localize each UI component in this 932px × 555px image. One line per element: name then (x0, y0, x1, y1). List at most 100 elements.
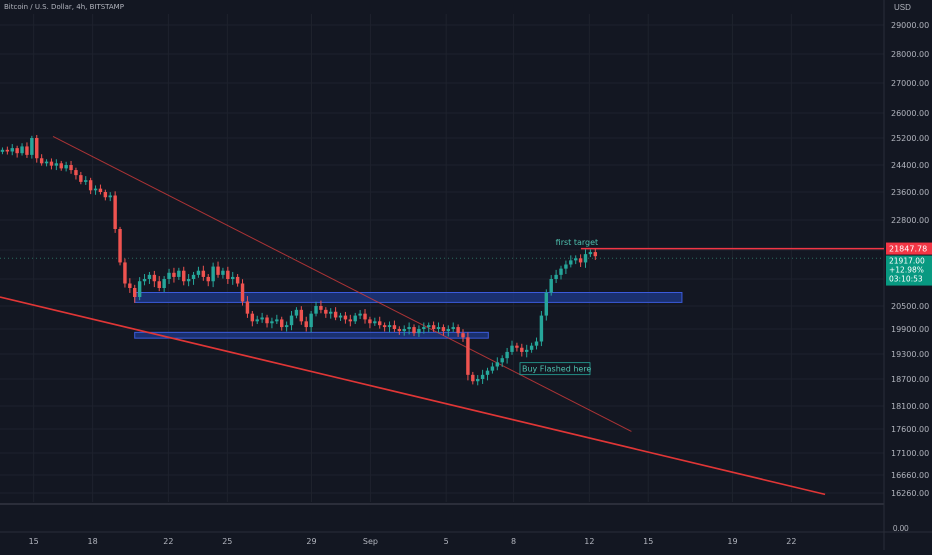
candle-107[interactable] (524, 344, 529, 358)
candle-82[interactable] (402, 325, 406, 336)
candle-44[interactable] (216, 261, 220, 278)
candle-121[interactable] (593, 248, 598, 260)
candle-35[interactable] (172, 267, 176, 283)
candle-11[interactable] (54, 159, 59, 171)
candle-88[interactable] (431, 321, 436, 332)
candle-33[interactable] (162, 276, 166, 293)
candle-1[interactable] (5, 146, 10, 155)
candle-72[interactable] (353, 312, 357, 325)
candle-41[interactable] (201, 265, 206, 281)
candle-98[interactable] (480, 369, 485, 384)
candle-48[interactable] (235, 274, 240, 287)
candle-55[interactable] (270, 317, 274, 329)
candle-103[interactable] (505, 347, 509, 364)
candle-19[interactable] (93, 185, 98, 195)
candle-9[interactable] (44, 159, 49, 167)
candle-75[interactable] (368, 316, 372, 329)
candle-36[interactable] (177, 267, 181, 280)
candle-24[interactable] (118, 226, 122, 266)
candle-74[interactable] (363, 309, 367, 324)
candle-23[interactable] (113, 191, 117, 233)
candle-66[interactable] (324, 307, 328, 318)
candle-77[interactable] (378, 316, 382, 329)
candle-87[interactable] (427, 322, 431, 333)
candle-106[interactable] (520, 343, 524, 357)
candle-101[interactable] (495, 357, 500, 371)
candle-111[interactable] (544, 289, 549, 321)
candle-79[interactable] (387, 321, 392, 333)
candle-102[interactable] (500, 355, 504, 367)
candle-12[interactable] (59, 160, 63, 171)
candle-13[interactable] (64, 161, 68, 172)
candle-8[interactable] (39, 154, 44, 166)
candle-56[interactable] (275, 314, 279, 325)
candle-40[interactable] (196, 266, 201, 278)
candle-29[interactable] (142, 274, 147, 286)
candle-114[interactable] (559, 265, 563, 280)
candle-5[interactable] (25, 142, 29, 158)
candle-37[interactable] (182, 266, 186, 286)
candle-58[interactable] (284, 321, 289, 332)
annotation-0[interactable]: first target (556, 238, 599, 247)
candle-52[interactable] (255, 315, 259, 325)
candle-62[interactable] (304, 316, 308, 332)
support-zone-0[interactable] (134, 292, 683, 303)
candle-59[interactable] (289, 310, 294, 331)
candle-85[interactable] (417, 325, 421, 337)
candle-54[interactable] (265, 314, 269, 328)
downtrend-line[interactable] (52, 135, 632, 432)
candle-95[interactable] (466, 332, 470, 381)
candle-73[interactable] (358, 310, 362, 320)
candle-86[interactable] (422, 322, 426, 334)
candle-113[interactable] (554, 269, 558, 284)
candle-2[interactable] (10, 144, 14, 156)
candle-89[interactable] (436, 322, 441, 333)
candle-84[interactable] (412, 324, 416, 337)
candle-10[interactable] (49, 158, 54, 170)
candle-65[interactable] (319, 300, 323, 314)
candle-116[interactable] (569, 255, 573, 268)
candle-42[interactable] (206, 274, 210, 287)
candle-118[interactable] (578, 254, 583, 267)
candle-61[interactable] (299, 306, 304, 325)
candle-67[interactable] (329, 308, 333, 319)
candle-71[interactable] (348, 314, 353, 327)
candle-104[interactable] (510, 340, 514, 355)
candle-16[interactable] (79, 171, 83, 185)
candle-18[interactable] (88, 177, 93, 195)
candle-47[interactable] (231, 271, 235, 285)
candle-108[interactable] (529, 342, 534, 353)
lower-channel-line[interactable] (0, 296, 826, 496)
candle-22[interactable] (108, 192, 112, 202)
support-zone-1[interactable] (134, 331, 489, 339)
candle-14[interactable] (69, 160, 73, 174)
candle-53[interactable] (260, 312, 264, 323)
candle-117[interactable] (573, 255, 578, 265)
candle-46[interactable] (226, 266, 230, 284)
candle-21[interactable] (103, 189, 108, 201)
candle-27[interactable] (133, 284, 137, 303)
candle-25[interactable] (123, 258, 127, 288)
annotation-1[interactable]: Buy Flashed here (522, 365, 591, 374)
candle-60[interactable] (294, 307, 299, 319)
candle-32[interactable] (157, 276, 161, 292)
candle-94[interactable] (461, 329, 465, 342)
candle-115[interactable] (564, 260, 568, 275)
candle-76[interactable] (373, 317, 377, 326)
candle-45[interactable] (221, 267, 225, 279)
candle-3[interactable] (15, 145, 19, 158)
candle-93[interactable] (456, 324, 460, 337)
candle-64[interactable] (314, 301, 318, 317)
candle-43[interactable] (211, 262, 215, 288)
candle-83[interactable] (407, 322, 411, 335)
candle-38[interactable] (186, 274, 191, 287)
candle-49[interactable] (240, 279, 245, 306)
candle-50[interactable] (245, 296, 250, 318)
candle-120[interactable] (588, 249, 593, 258)
candle-51[interactable] (250, 310, 255, 327)
candle-57[interactable] (280, 316, 284, 331)
candle-63[interactable] (309, 310, 313, 333)
candle-81[interactable] (397, 326, 402, 335)
